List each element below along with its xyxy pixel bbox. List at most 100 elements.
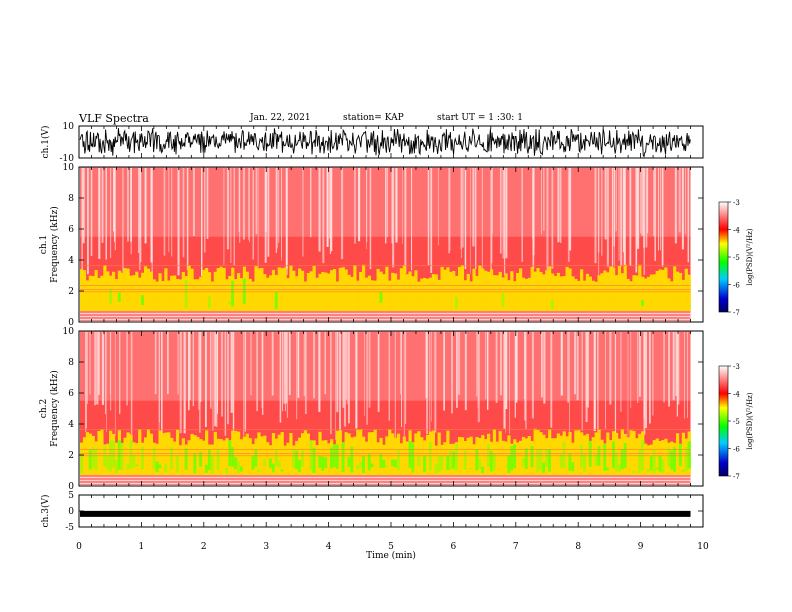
x-tick-label: 5: [388, 542, 394, 552]
spectrogram-streak: [326, 168, 329, 247]
spectrogram-green-cell: [175, 455, 180, 473]
spectrogram-green-cell: [391, 459, 395, 467]
spectrogram-yellow-cell: [173, 441, 177, 476]
spectrogram-yellow-cell: [646, 276, 651, 312]
spectrogram-streak: [114, 332, 116, 437]
spectrogram-streak: [110, 168, 112, 258]
spectrogram-streak: [318, 332, 321, 412]
spectrogram-yellow-cell: [239, 439, 244, 476]
colorbar-tick-label: -7: [733, 473, 740, 481]
spectrogram-ylabel-channel: ch.2: [39, 399, 49, 418]
spectrogram-streak: [470, 168, 471, 274]
spectrogram-green-cell: [481, 466, 485, 473]
spectrogram-streak: [94, 332, 97, 406]
spectrogram-yellow-cell: [635, 438, 639, 476]
spectrogram-streak: [186, 168, 189, 270]
spectrogram-streak: [491, 168, 493, 264]
spectrogram-yellow-cell: [542, 434, 546, 476]
spectrogram-streak: [342, 332, 345, 408]
spectrogram-streak: [154, 332, 157, 395]
spectrogram-streak: [635, 168, 638, 273]
spectrogram-green-cell: [362, 455, 366, 474]
spectrogram-streak: [87, 168, 89, 275]
spectrogram-green-cell: [263, 459, 267, 467]
spectrogram-yellow-cell: [423, 277, 427, 312]
spectrogram-yellow-cell: [550, 273, 555, 312]
spectrogram-streak: [481, 168, 483, 274]
spectrogram-yellow-cell: [425, 278, 430, 312]
spectrogram-green-cell: [641, 300, 645, 307]
spectrogram-green-cell: [210, 454, 215, 474]
spectrogram-streak: [515, 332, 518, 403]
spectrogram-yellow-cell: [472, 268, 476, 312]
spectrogram-green-cell: [548, 449, 552, 472]
spectrogram-green-cell: [501, 292, 505, 307]
spectrogram-yellow-cell: [585, 273, 590, 312]
spectrogram-streak: [569, 332, 570, 433]
spectrogram-streak: [329, 332, 332, 435]
y-tick-label: 4: [68, 256, 74, 266]
spectrogram-streak: [464, 168, 467, 270]
spectrogram-yellow-cell: [234, 279, 238, 312]
spectrogram-yellow-cell: [367, 275, 372, 312]
spectrogram-streak: [472, 168, 475, 247]
spectrogram-yellow-cell: [588, 276, 592, 312]
spectrogram-streak: [677, 332, 680, 405]
spectrogram-streak: [330, 168, 333, 252]
spectrogram-green-cell: [530, 446, 534, 468]
spectrogram-green-cell: [571, 462, 575, 472]
spectrogram-yellow-cell: [138, 429, 142, 476]
spectrogram-yellow-cell: [574, 278, 578, 312]
spectrogram-streak: [354, 168, 356, 244]
spectrogram-yellow-cell: [266, 442, 270, 476]
spectrogram-green-cell: [687, 441, 691, 469]
spectrogram-yellow-cell: [245, 433, 249, 476]
spectrogram-yellow-cell: [257, 432, 261, 476]
spectrogram-green-cell: [379, 454, 383, 468]
spectrogram-streak: [560, 168, 562, 243]
spectrogram-green-cell: [117, 440, 122, 470]
spectrogram-yellow-cell: [379, 271, 383, 312]
spectrogram-yellow-cell: [562, 276, 566, 312]
spectrogram-green-cell: [673, 447, 677, 472]
spectrogram-streak: [645, 168, 648, 248]
spectrogram-streak: [230, 332, 233, 413]
spectrogram-yellow-cell: [309, 271, 313, 312]
spectrogram-streak: [358, 168, 361, 242]
spectrogram-yellow-cell: [495, 275, 499, 312]
spectrogram-green-cell: [687, 305, 691, 307]
spectrogram-yellow-cell: [234, 430, 238, 476]
spectrogram-yellow-cell: [289, 265, 293, 312]
ch1-waveform-ylabel: ch.1(V): [40, 126, 51, 159]
spectrogram-yellow-cell: [594, 281, 598, 312]
spectrogram-yellow-cell: [114, 279, 119, 312]
spectrogram-yellow-cell: [684, 268, 688, 312]
spectrogram-yellow-cell: [219, 266, 223, 312]
spectrogram-green-cell: [408, 440, 412, 468]
spectrogram-streak: [643, 168, 645, 275]
spectrogram-yellow-cell: [495, 441, 499, 476]
spectrogram-yellow-cell: [353, 265, 357, 312]
spectrogram-streak: [431, 332, 432, 422]
spectrogram-yellow-cell: [600, 273, 604, 312]
spectrogram-yellow-cell: [190, 433, 194, 476]
spectrogram-streak: [395, 168, 398, 243]
spectrogram-streak: [687, 332, 688, 418]
spectrogram-yellow-cell: [501, 440, 505, 476]
spectrogram-streak: [629, 168, 632, 267]
x-tick-label: 7: [513, 542, 519, 552]
spectrogram-streak: [400, 332, 401, 395]
spectrogram-yellow-cell: [303, 430, 308, 476]
spectrogram-streak: [615, 168, 617, 232]
spectrogram-streak: [462, 168, 464, 248]
spectrogram-green-cell: [382, 459, 386, 468]
y-tick-label: 6: [68, 225, 74, 235]
spectrogram-green-cell: [109, 440, 113, 472]
spectrogram-streak: [687, 168, 690, 263]
spectrogram-green-cell: [268, 458, 273, 468]
spectrogram-yellow-cell: [548, 266, 552, 312]
spectrogram-yellow-cell: [202, 440, 206, 476]
spectrogram-green-cell: [80, 453, 84, 474]
spectrogram-green-cell: [652, 449, 656, 474]
